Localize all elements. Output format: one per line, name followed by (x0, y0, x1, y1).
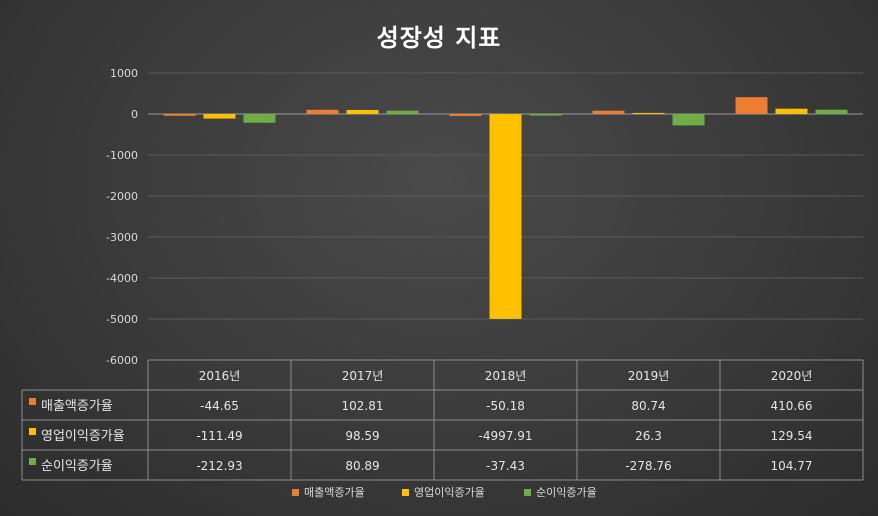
y-tick-label: 1000 (110, 67, 138, 80)
bar (529, 114, 562, 116)
table-cell: 104.77 (771, 459, 813, 473)
bar (163, 114, 196, 116)
table-cell: 410.66 (771, 399, 813, 413)
legend-label: 순이익증가율 (536, 486, 597, 499)
bar (346, 109, 379, 114)
table-cell: -50.18 (486, 399, 525, 413)
table-cell: -37.43 (486, 459, 525, 473)
y-tick-label: -5000 (106, 313, 138, 326)
table-cell: 80.89 (345, 459, 379, 473)
bars (163, 97, 848, 319)
bar (815, 109, 848, 114)
bar (203, 114, 236, 119)
y-tick-label: 0 (131, 108, 138, 121)
bar (672, 114, 705, 126)
legend-key (29, 398, 36, 405)
table-header-cell: 2019년 (628, 369, 670, 383)
table-header-cell: 2016년 (199, 369, 241, 383)
legend-label: 매출액증가율 (304, 486, 365, 499)
y-axis: 1000 0 -1000 -2000 -3000 -4000 -5000 -6000 (106, 67, 138, 367)
legend-marker (524, 489, 531, 496)
table-cell: -278.76 (625, 459, 671, 473)
legend-key (29, 458, 36, 465)
bar (243, 114, 276, 123)
legend: 매출액증가율 영업이익증가율 순이익증가율 (292, 486, 597, 499)
bar (489, 114, 522, 319)
y-tick-label: -3000 (106, 231, 138, 244)
table-header-cell: 2017년 (342, 369, 384, 383)
bar (386, 110, 419, 114)
table-header-cell: 2018년 (485, 369, 527, 383)
bar (306, 109, 339, 114)
table-row-label: 매출액증가율 (41, 399, 113, 414)
table-cell: 98.59 (345, 429, 379, 443)
legend-label: 영업이익증가율 (414, 486, 485, 499)
table-cell: -111.49 (196, 429, 242, 443)
legend-key (29, 428, 36, 435)
y-tick-label: -4000 (106, 272, 138, 285)
table-cell: -44.65 (200, 399, 239, 413)
table-cell: -4997.91 (479, 429, 533, 443)
bar (735, 97, 768, 114)
table-cell: 26.3 (635, 429, 662, 443)
bar (632, 112, 665, 114)
y-tick-label: -6000 (106, 354, 138, 367)
table-cell: 80.74 (631, 399, 665, 413)
bar (449, 114, 482, 117)
table-header-cell: 2020년 (771, 369, 813, 383)
table-cell: -212.93 (196, 459, 242, 473)
table-cell: 102.81 (342, 399, 384, 413)
table-row-label: 순이익증가율 (41, 459, 113, 474)
legend-marker (292, 489, 299, 496)
table-row-label: 영업이익증가율 (41, 429, 125, 444)
y-tick-label: -2000 (106, 190, 138, 203)
bar (775, 108, 808, 114)
bar (592, 110, 625, 114)
chart-title: 성장성 지표 (376, 24, 502, 52)
table-cell: 129.54 (771, 429, 813, 443)
y-tick-label: -1000 (106, 149, 138, 162)
legend-marker (402, 489, 409, 496)
